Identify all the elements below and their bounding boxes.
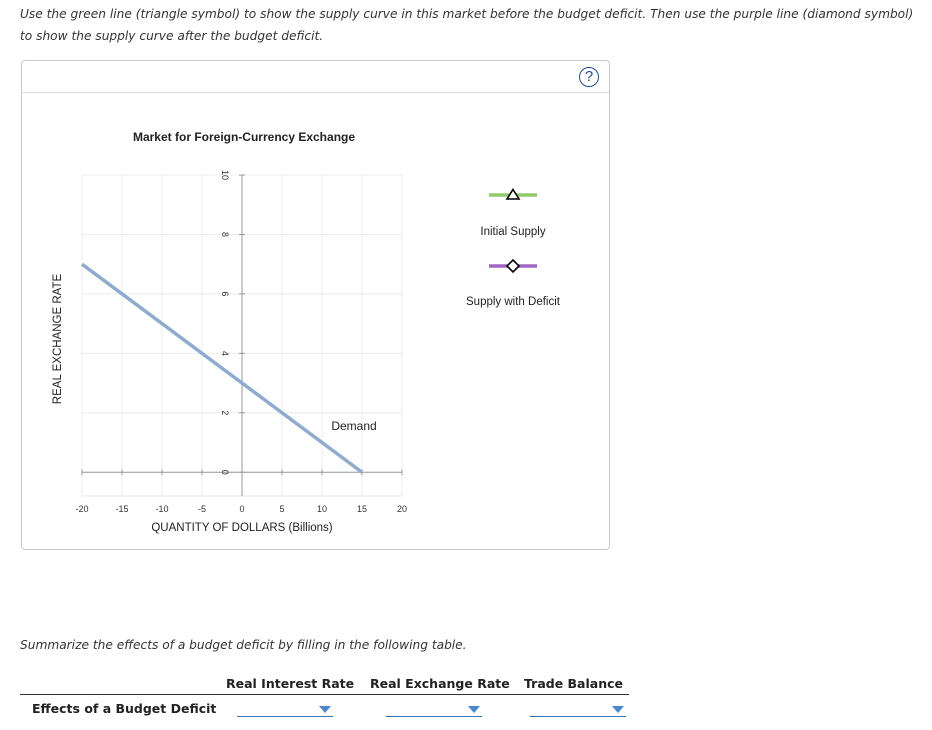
real-exchange-rate-dropdown[interactable] — [386, 700, 482, 717]
chart-series[interactable]: Demand — [80, 262, 377, 474]
x-tick-label: -20 — [75, 504, 88, 514]
y-axis-label: REAL EXCHANGE RATE — [52, 273, 64, 404]
graph-panel: ? -20 -15 -10 -5 0 5 10 15 20 2 4 6 8 10 0 Demand Mark… — [21, 60, 610, 550]
column-header-trade-balance: Trade Balance — [524, 676, 623, 691]
x-tick-label: -5 — [198, 504, 206, 514]
chart-ticks: -20 -15 -10 -5 0 5 10 15 20 2 4 6 8 10 0 — [75, 170, 407, 514]
trade-balance-dropdown[interactable] — [530, 700, 626, 717]
row-label-effects: Effects of a Budget Deficit — [32, 701, 217, 716]
chevron-down-icon[interactable] — [468, 706, 480, 713]
supply-with-deficit-label: Supply with Deficit — [466, 296, 561, 308]
x-tick-label: 20 — [397, 504, 407, 514]
legend-supply-with-deficit[interactable]: Supply with Deficit — [466, 258, 561, 308]
table-header-rule — [20, 694, 629, 695]
y-tick-label: 10 — [220, 170, 230, 180]
summary-prompt: Summarize the effects of a budget defici… — [20, 638, 467, 652]
x-tick-label: 10 — [317, 504, 327, 514]
triangle-symbol-icon[interactable] — [505, 188, 521, 200]
real-interest-rate-dropdown[interactable] — [237, 700, 333, 717]
demand-curve-label: Demand — [331, 419, 376, 433]
instructions-text: Use the green line (triangle symbol) to … — [20, 7, 914, 43]
y-tick-label: 2 — [220, 410, 230, 415]
column-header-real-interest-rate: Real Interest Rate — [226, 676, 355, 691]
y-tick-label: 8 — [220, 232, 230, 237]
x-tick-label: -15 — [115, 504, 128, 514]
y-tick-label: 6 — [220, 291, 230, 296]
y-tick-label: 0 — [220, 470, 230, 475]
supply-demand-chart[interactable]: -20 -15 -10 -5 0 5 10 15 20 2 4 6 8 10 0 Demand Market… — [22, 61, 609, 549]
initial-supply-label: Initial Supply — [480, 226, 545, 238]
panel-header-divider — [22, 92, 609, 93]
chart-title: Market for Foreign-Currency Exchange — [133, 130, 355, 144]
legend-initial-supply[interactable]: Initial Supply — [480, 188, 546, 239]
x-tick-label: 15 — [357, 504, 367, 514]
x-tick-label: -10 — [155, 504, 168, 514]
demand-curve-line[interactable] — [80, 262, 364, 474]
chevron-down-icon[interactable] — [612, 706, 624, 713]
x-tick-label: 5 — [279, 504, 284, 514]
diamond-symbol-icon[interactable] — [505, 258, 521, 274]
x-tick-label: 0 — [239, 504, 244, 514]
y-tick-label: 4 — [220, 351, 230, 356]
help-button[interactable]: ? — [579, 67, 599, 87]
column-header-real-exchange-rate: Real Exchange Rate — [370, 676, 510, 691]
chart-axes — [82, 175, 402, 496]
x-axis-label: QUANTITY OF DOLLARS (Billions) — [151, 522, 332, 534]
chevron-down-icon[interactable] — [319, 706, 331, 713]
